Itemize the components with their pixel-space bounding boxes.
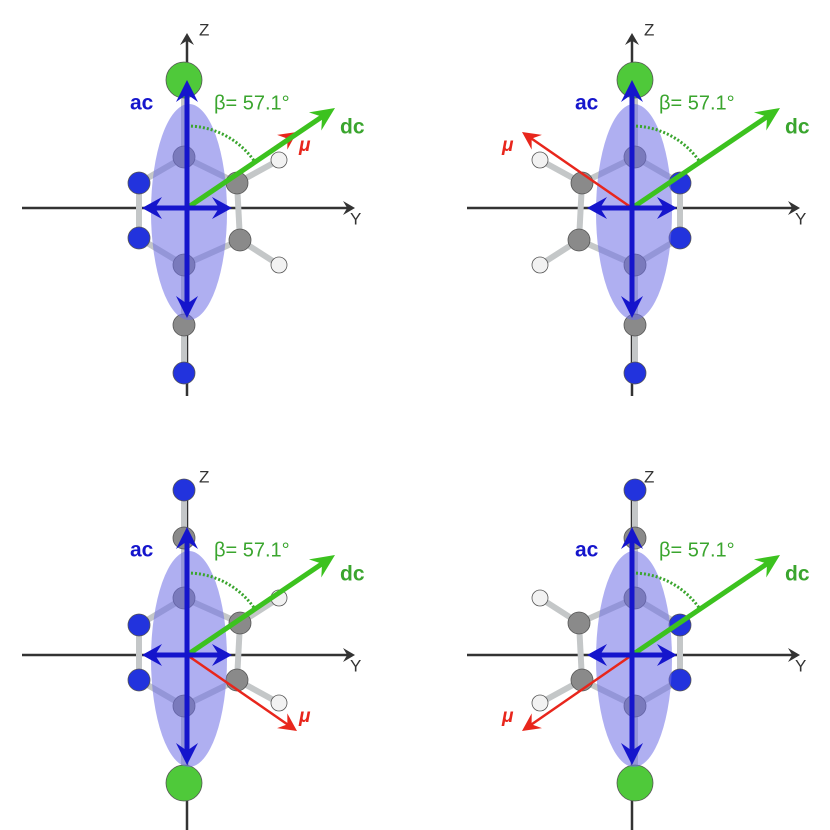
atom bbox=[270, 694, 288, 712]
atom bbox=[270, 256, 288, 274]
mu-label: μ bbox=[501, 135, 514, 156]
y-label: Y bbox=[795, 209, 806, 228]
dc-label: dc bbox=[340, 563, 365, 586]
mu-label: μ bbox=[298, 135, 311, 156]
dc-arrow-head bbox=[753, 555, 780, 578]
ac-label: ac bbox=[575, 539, 599, 562]
atom bbox=[127, 613, 151, 637]
panel: Z Yac β= 57.1° dc μ bbox=[467, 467, 810, 830]
y-label: Y bbox=[350, 656, 361, 675]
atom bbox=[616, 61, 654, 99]
ac-arrow-head bbox=[142, 644, 162, 666]
ac-arrow-head bbox=[587, 197, 607, 219]
dc-arrow bbox=[185, 113, 325, 211]
y-axis-head bbox=[343, 648, 355, 662]
beta-label: β= 57.1° bbox=[659, 92, 735, 114]
mu-arrow-head bbox=[277, 713, 297, 731]
beta-label: β= 57.1° bbox=[214, 539, 290, 561]
beta-arc bbox=[186, 124, 258, 165]
ac-arrow-head bbox=[142, 197, 162, 219]
y-axis-head bbox=[788, 201, 800, 215]
ac-arrow-head bbox=[621, 296, 643, 318]
ac-arrow-head bbox=[621, 743, 643, 765]
ac-arrow-head bbox=[176, 527, 198, 549]
atom bbox=[165, 764, 203, 802]
atom bbox=[567, 611, 591, 635]
panel: Z Yac β= 57.1° dc μ bbox=[22, 20, 365, 396]
dc-arrow-head bbox=[753, 108, 780, 131]
dc-arrow bbox=[630, 560, 770, 658]
dc-arrow bbox=[630, 113, 770, 211]
atom bbox=[127, 668, 151, 692]
atom bbox=[531, 589, 549, 607]
y-label: Y bbox=[795, 656, 806, 675]
mu-arrow bbox=[530, 137, 633, 210]
ac-arrow-head bbox=[176, 80, 198, 102]
atom bbox=[570, 668, 594, 692]
atom bbox=[531, 256, 549, 274]
atom bbox=[172, 478, 196, 502]
atom bbox=[228, 228, 252, 252]
panel: Z Yac β= 57.1° dc μ bbox=[467, 20, 810, 396]
y-axis-head bbox=[343, 201, 355, 215]
atom bbox=[616, 764, 654, 802]
z-label: Z bbox=[644, 20, 654, 39]
atom bbox=[270, 151, 288, 169]
ac-arrow-head bbox=[657, 197, 677, 219]
dc-arrow bbox=[185, 560, 325, 658]
beta-label: β= 57.1° bbox=[659, 539, 735, 561]
ac-arrow-head bbox=[657, 644, 677, 666]
ac-label: ac bbox=[575, 92, 599, 115]
ac-arrow-head bbox=[176, 743, 198, 765]
atom bbox=[531, 694, 549, 712]
beta-arc bbox=[186, 571, 258, 612]
ac-arrow-head bbox=[212, 197, 232, 219]
atom bbox=[570, 171, 594, 195]
ac-arrow-head bbox=[587, 644, 607, 666]
dc-arrow-head bbox=[308, 108, 335, 131]
dc-label: dc bbox=[785, 116, 810, 139]
beta-arc bbox=[631, 571, 703, 612]
z-label: Z bbox=[199, 20, 209, 39]
ac-label: ac bbox=[130, 539, 154, 562]
mu-label: μ bbox=[501, 706, 514, 727]
atom bbox=[165, 61, 203, 99]
z-label: Z bbox=[199, 467, 209, 486]
y-axis-head bbox=[788, 648, 800, 662]
mu-arrow bbox=[530, 653, 633, 726]
ac-arrow-head bbox=[621, 527, 643, 549]
atom bbox=[668, 226, 692, 250]
z-axis-head bbox=[625, 33, 639, 45]
mu-label: μ bbox=[298, 706, 311, 727]
atom bbox=[127, 171, 151, 195]
z-label: Z bbox=[644, 467, 654, 486]
atom bbox=[623, 478, 647, 502]
dc-arrow-head bbox=[308, 555, 335, 578]
mu-arrow-head bbox=[522, 713, 542, 731]
atom bbox=[127, 226, 151, 250]
mu-arrow bbox=[186, 653, 289, 726]
beta-arc bbox=[631, 124, 703, 165]
atom bbox=[668, 668, 692, 692]
ac-arrow-head bbox=[176, 296, 198, 318]
atom bbox=[172, 361, 196, 385]
beta-label: β= 57.1° bbox=[214, 92, 290, 114]
atom bbox=[531, 151, 549, 169]
atom bbox=[567, 228, 591, 252]
atom bbox=[623, 361, 647, 385]
panel: Z Yac β= 57.1° dc μ bbox=[22, 467, 365, 830]
ac-arrow-head bbox=[212, 644, 232, 666]
ac-arrow-head bbox=[621, 80, 643, 102]
z-axis-head bbox=[180, 33, 194, 45]
y-label: Y bbox=[350, 209, 361, 228]
dc-label: dc bbox=[340, 116, 365, 139]
atom bbox=[225, 668, 249, 692]
mu-arrow-head bbox=[522, 132, 542, 150]
dc-label: dc bbox=[785, 563, 810, 586]
ac-label: ac bbox=[130, 92, 154, 115]
